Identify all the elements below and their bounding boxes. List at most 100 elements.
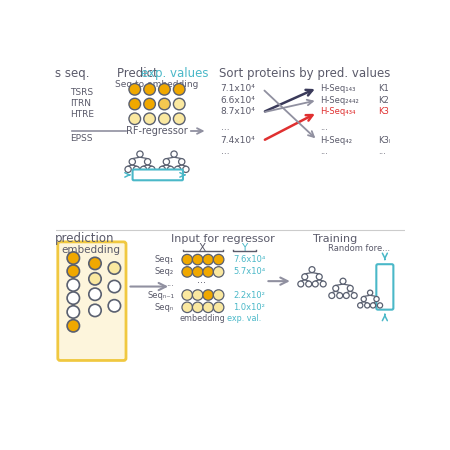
Text: exp. values: exp. values — [141, 67, 208, 80]
Circle shape — [158, 98, 170, 110]
Circle shape — [140, 166, 147, 172]
Text: EPSS: EPSS — [70, 134, 93, 143]
Text: Seq₁: Seq₁ — [155, 255, 174, 264]
Text: 7.1x10⁴: 7.1x10⁴ — [220, 84, 256, 93]
Text: Input for regressor: Input for regressor — [171, 234, 275, 244]
Circle shape — [158, 113, 170, 125]
Circle shape — [309, 267, 315, 273]
Circle shape — [193, 254, 203, 265]
Text: 2.2x10²: 2.2x10² — [233, 291, 265, 300]
Circle shape — [320, 281, 326, 287]
Text: ···: ··· — [198, 279, 207, 288]
Text: Seqₙ₋₁: Seqₙ₋₁ — [147, 291, 174, 300]
Circle shape — [182, 267, 193, 277]
Text: K1: K1 — [378, 84, 389, 93]
Circle shape — [171, 151, 177, 157]
Circle shape — [306, 281, 312, 287]
Circle shape — [163, 158, 170, 165]
Circle shape — [337, 292, 342, 298]
Text: Sort proteins by pred. values: Sort proteins by pred. values — [219, 67, 391, 80]
Circle shape — [67, 252, 80, 264]
Text: 6.6x10⁴: 6.6x10⁴ — [220, 96, 256, 105]
Circle shape — [89, 257, 101, 270]
Circle shape — [302, 274, 308, 280]
Circle shape — [193, 290, 203, 300]
Circle shape — [144, 84, 155, 95]
Text: 8.7x10⁴: 8.7x10⁴ — [220, 107, 256, 116]
Circle shape — [374, 297, 379, 302]
Circle shape — [173, 98, 185, 110]
Text: X: X — [198, 243, 206, 253]
Circle shape — [67, 279, 80, 291]
Circle shape — [67, 292, 80, 304]
Circle shape — [173, 113, 185, 125]
Circle shape — [67, 320, 80, 332]
Circle shape — [203, 267, 213, 277]
Circle shape — [158, 84, 170, 95]
Text: embedding: embedding — [62, 245, 121, 255]
Circle shape — [370, 303, 376, 308]
Text: ...: ... — [320, 147, 328, 156]
Circle shape — [316, 274, 322, 280]
Circle shape — [129, 158, 135, 165]
Circle shape — [137, 151, 143, 157]
Circle shape — [368, 290, 373, 295]
Circle shape — [89, 288, 101, 301]
Circle shape — [173, 84, 185, 95]
Circle shape — [213, 290, 224, 300]
Text: exp. val.: exp. val. — [227, 314, 261, 323]
Circle shape — [193, 302, 203, 313]
Circle shape — [179, 158, 185, 165]
Circle shape — [159, 166, 165, 172]
Circle shape — [129, 113, 140, 125]
Circle shape — [89, 304, 101, 316]
Text: H-Seq₁₄₃: H-Seq₁₄₃ — [320, 84, 355, 93]
Circle shape — [378, 303, 382, 308]
Text: K3: K3 — [378, 107, 389, 116]
Circle shape — [213, 254, 224, 265]
Circle shape — [347, 285, 353, 291]
Text: H-Seq₄₂: H-Seq₄₂ — [320, 136, 352, 145]
FancyBboxPatch shape — [133, 170, 183, 180]
Text: HTRE: HTRE — [70, 109, 94, 118]
Circle shape — [193, 267, 203, 277]
Text: Random fore...: Random fore... — [328, 244, 390, 253]
Circle shape — [129, 98, 140, 110]
Circle shape — [312, 281, 318, 287]
Text: H-Seq₄₃₄: H-Seq₄₃₄ — [320, 107, 355, 116]
Text: 7.6x10⁴: 7.6x10⁴ — [233, 255, 266, 264]
Circle shape — [144, 158, 151, 165]
Text: ...: ... — [220, 147, 229, 156]
Circle shape — [182, 302, 193, 313]
Text: 7.4x10⁴: 7.4x10⁴ — [220, 136, 255, 145]
Circle shape — [175, 166, 181, 172]
Circle shape — [358, 303, 363, 308]
Circle shape — [167, 166, 174, 172]
Circle shape — [182, 290, 193, 300]
Circle shape — [183, 166, 189, 172]
Text: Training: Training — [313, 234, 357, 244]
Circle shape — [203, 290, 213, 300]
Circle shape — [364, 303, 370, 308]
Text: K3ₗ: K3ₗ — [378, 136, 390, 145]
Text: ...: ... — [320, 123, 328, 132]
Circle shape — [125, 166, 131, 172]
Circle shape — [67, 306, 80, 318]
Text: prediction: prediction — [55, 232, 114, 245]
Text: Y: Y — [241, 243, 247, 253]
Text: H-Seq₂₄₄₂: H-Seq₂₄₄₂ — [320, 96, 359, 105]
Circle shape — [343, 292, 349, 298]
Circle shape — [351, 292, 357, 298]
Circle shape — [333, 285, 339, 291]
Text: 1.0x10²: 1.0x10² — [233, 303, 265, 312]
Circle shape — [203, 254, 213, 265]
FancyBboxPatch shape — [58, 242, 126, 360]
Circle shape — [213, 267, 224, 277]
Text: 5.7x10⁴: 5.7x10⁴ — [233, 267, 265, 276]
FancyBboxPatch shape — [376, 264, 393, 310]
Circle shape — [329, 292, 335, 298]
Text: Seqₙ: Seqₙ — [155, 303, 174, 312]
Text: ...: ... — [166, 279, 174, 288]
Circle shape — [108, 262, 121, 274]
Text: ...: ... — [378, 147, 386, 156]
